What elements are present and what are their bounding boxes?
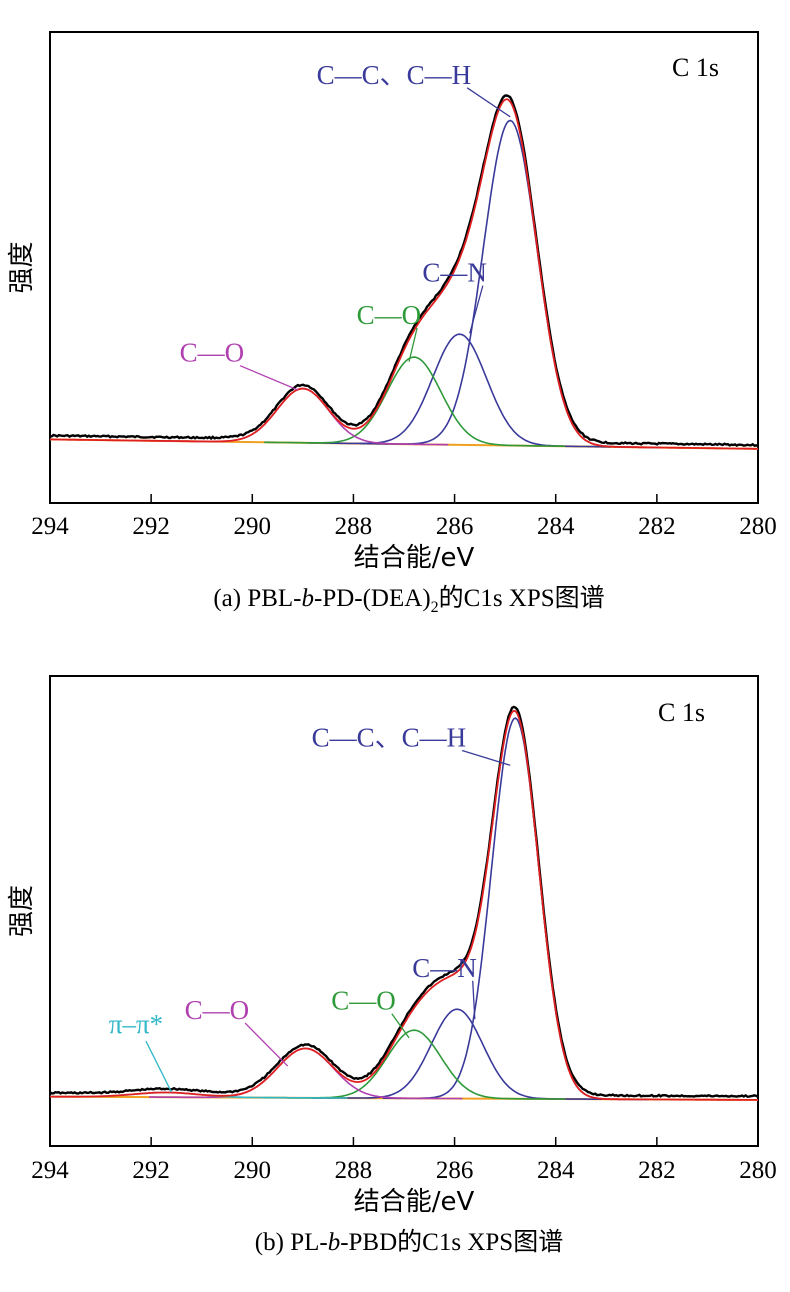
raw-data-line bbox=[49, 705, 759, 1098]
peak-annotation-0: C—C、C—H bbox=[312, 723, 467, 753]
y-axis-title: 强度 bbox=[7, 241, 37, 293]
y-axis-title: 强度 bbox=[7, 885, 37, 937]
x-tick-label: 286 bbox=[436, 513, 474, 540]
annotation-pointer-3 bbox=[239, 365, 299, 391]
panel-label: C 1s bbox=[672, 53, 719, 82]
x-tick-label: 290 bbox=[234, 513, 272, 540]
x-tick-label: 292 bbox=[132, 513, 170, 540]
x-tick-label: 284 bbox=[537, 513, 575, 540]
x-axis-title: 结合能/eV bbox=[354, 543, 475, 573]
x-tick-label: 292 bbox=[132, 1157, 170, 1184]
fit-peak-0 bbox=[359, 119, 661, 449]
x-tick-label: 288 bbox=[335, 1157, 373, 1184]
x-axis-title: 结合能/eV bbox=[354, 1187, 475, 1217]
annotation-pointer-1 bbox=[469, 285, 484, 334]
x-tick-label: 282 bbox=[638, 513, 676, 540]
x-tick-label: 280 bbox=[739, 1157, 777, 1184]
peak-annotation-1: C—N bbox=[422, 258, 487, 288]
x-tick-label: 282 bbox=[638, 1157, 676, 1184]
panel-label: C 1s bbox=[658, 698, 705, 727]
x-tick-label: 294 bbox=[31, 1157, 69, 1184]
peak-annotation-3: C—O bbox=[185, 995, 250, 1025]
peak-annotation-2: C—O bbox=[357, 300, 422, 330]
fit-peak-0 bbox=[382, 717, 649, 1101]
x-tick-label: 284 bbox=[537, 1157, 575, 1184]
peak-annotation-2: C—O bbox=[331, 986, 396, 1016]
fit-peak-2 bbox=[264, 356, 566, 448]
chart-panel-b: 294 292 290 288 286 284 282 280 结合能/eV 强度 C 1s (b) … bbox=[7, 675, 777, 1256]
envelope-fit-line bbox=[50, 98, 758, 450]
annotation-pointer-0 bbox=[466, 87, 511, 118]
x-tick-label: 280 bbox=[739, 513, 777, 540]
peak-annotation-1: C—N bbox=[412, 953, 477, 983]
chart-panel-a: 294 292 290 288 286 284 282 280 结合能/eV 强度 C 1s (a) … bbox=[7, 31, 777, 616]
x-tick-label: 294 bbox=[31, 513, 69, 540]
peak-annotation-0: C—C、C—H bbox=[317, 60, 472, 90]
x-tick-label: 286 bbox=[436, 1157, 474, 1184]
x-tick-label: 290 bbox=[234, 1157, 272, 1184]
annotation-pointer-1 bbox=[472, 980, 476, 1020]
plot-frame bbox=[49, 675, 759, 1147]
peak-annotation-4: π–π* bbox=[109, 1009, 163, 1039]
annotation-pointer-4 bbox=[145, 1040, 172, 1093]
fit-peak-3 bbox=[158, 387, 449, 446]
raw-data-line bbox=[50, 94, 759, 447]
envelope-fit-line bbox=[50, 709, 758, 1101]
annotation-pointer-0 bbox=[461, 749, 511, 766]
annotation-pointer-2 bbox=[408, 327, 418, 362]
plot-frame bbox=[49, 31, 759, 504]
figure-caption: (a) PBL-b-PD-(DEA)2的C1s XPS图谱 bbox=[213, 584, 604, 616]
annotation-pointer-3 bbox=[244, 1022, 289, 1067]
x-tick-label: 288 bbox=[335, 513, 373, 540]
peak-annotation-3: C—O bbox=[180, 338, 245, 368]
annotation-pointer-2 bbox=[391, 1013, 410, 1039]
fit-peak-2 bbox=[264, 1029, 566, 1100]
figure-caption: (b) PL-b-PBD的C1s XPS图谱 bbox=[255, 1228, 563, 1256]
